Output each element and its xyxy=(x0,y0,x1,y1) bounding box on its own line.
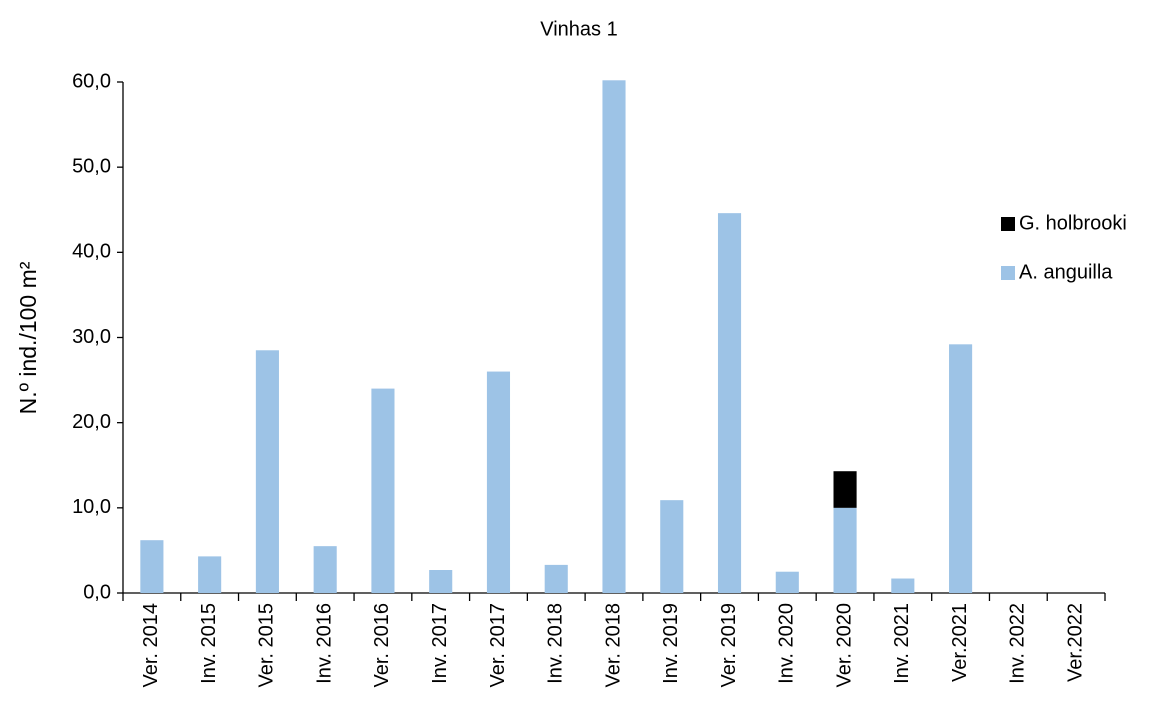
chart-title: Vinhas 1 xyxy=(540,18,617,40)
x-tick-label: Inv. 2016 xyxy=(313,603,335,684)
x-tick-label: Ver.2021 xyxy=(949,603,971,682)
bar xyxy=(891,578,915,593)
legend-swatch xyxy=(1001,266,1015,280)
x-tick-label: Ver. 2020 xyxy=(833,603,855,688)
x-tick-label: Ver.2022 xyxy=(1064,603,1086,682)
bar xyxy=(833,471,857,508)
bar xyxy=(255,350,279,593)
bar xyxy=(140,540,164,593)
x-tick-label: Inv. 2021 xyxy=(891,603,913,684)
legend-swatch xyxy=(1001,217,1015,231)
x-tick-label: Ver. 2015 xyxy=(256,603,278,688)
bar xyxy=(949,344,973,593)
bar xyxy=(602,80,626,593)
x-tick-label: Inv. 2015 xyxy=(198,603,220,684)
bar xyxy=(833,507,857,593)
y-tick-label: 40,0 xyxy=(72,241,111,263)
bar xyxy=(544,564,568,593)
x-tick-label: Inv. 2017 xyxy=(429,603,451,684)
bar xyxy=(775,571,799,593)
y-tick-label: 20,0 xyxy=(72,411,111,433)
x-tick-label: Ver. 2016 xyxy=(371,603,393,688)
y-tick-label: 50,0 xyxy=(72,155,111,177)
y-axis-label: N.º ind./100 m² xyxy=(15,261,41,414)
x-tick-label: Ver. 2018 xyxy=(602,603,624,688)
bar xyxy=(660,500,684,593)
y-tick-label: 60,0 xyxy=(72,70,111,92)
x-tick-label: Ver. 2014 xyxy=(140,603,162,688)
bar xyxy=(717,213,742,593)
x-tick-label: Ver. 2017 xyxy=(487,603,509,688)
bar xyxy=(313,546,337,593)
x-tick-label: Inv. 2018 xyxy=(545,603,567,684)
x-tick-label: Inv. 2022 xyxy=(1007,603,1029,684)
bar xyxy=(371,388,395,593)
y-tick-label: 30,0 xyxy=(72,326,111,348)
x-tick-label: Inv. 2020 xyxy=(776,603,798,684)
y-tick-label: 0,0 xyxy=(83,581,111,603)
x-tick-label: Inv. 2019 xyxy=(660,603,682,684)
bar xyxy=(486,371,511,593)
legend-label: A. anguilla xyxy=(1019,261,1113,283)
bar xyxy=(429,570,453,593)
legend-label: G. holbrooki xyxy=(1019,212,1127,234)
x-tick-label: Ver. 2019 xyxy=(718,603,740,688)
y-tick-label: 10,0 xyxy=(72,496,111,518)
bar xyxy=(198,556,222,593)
